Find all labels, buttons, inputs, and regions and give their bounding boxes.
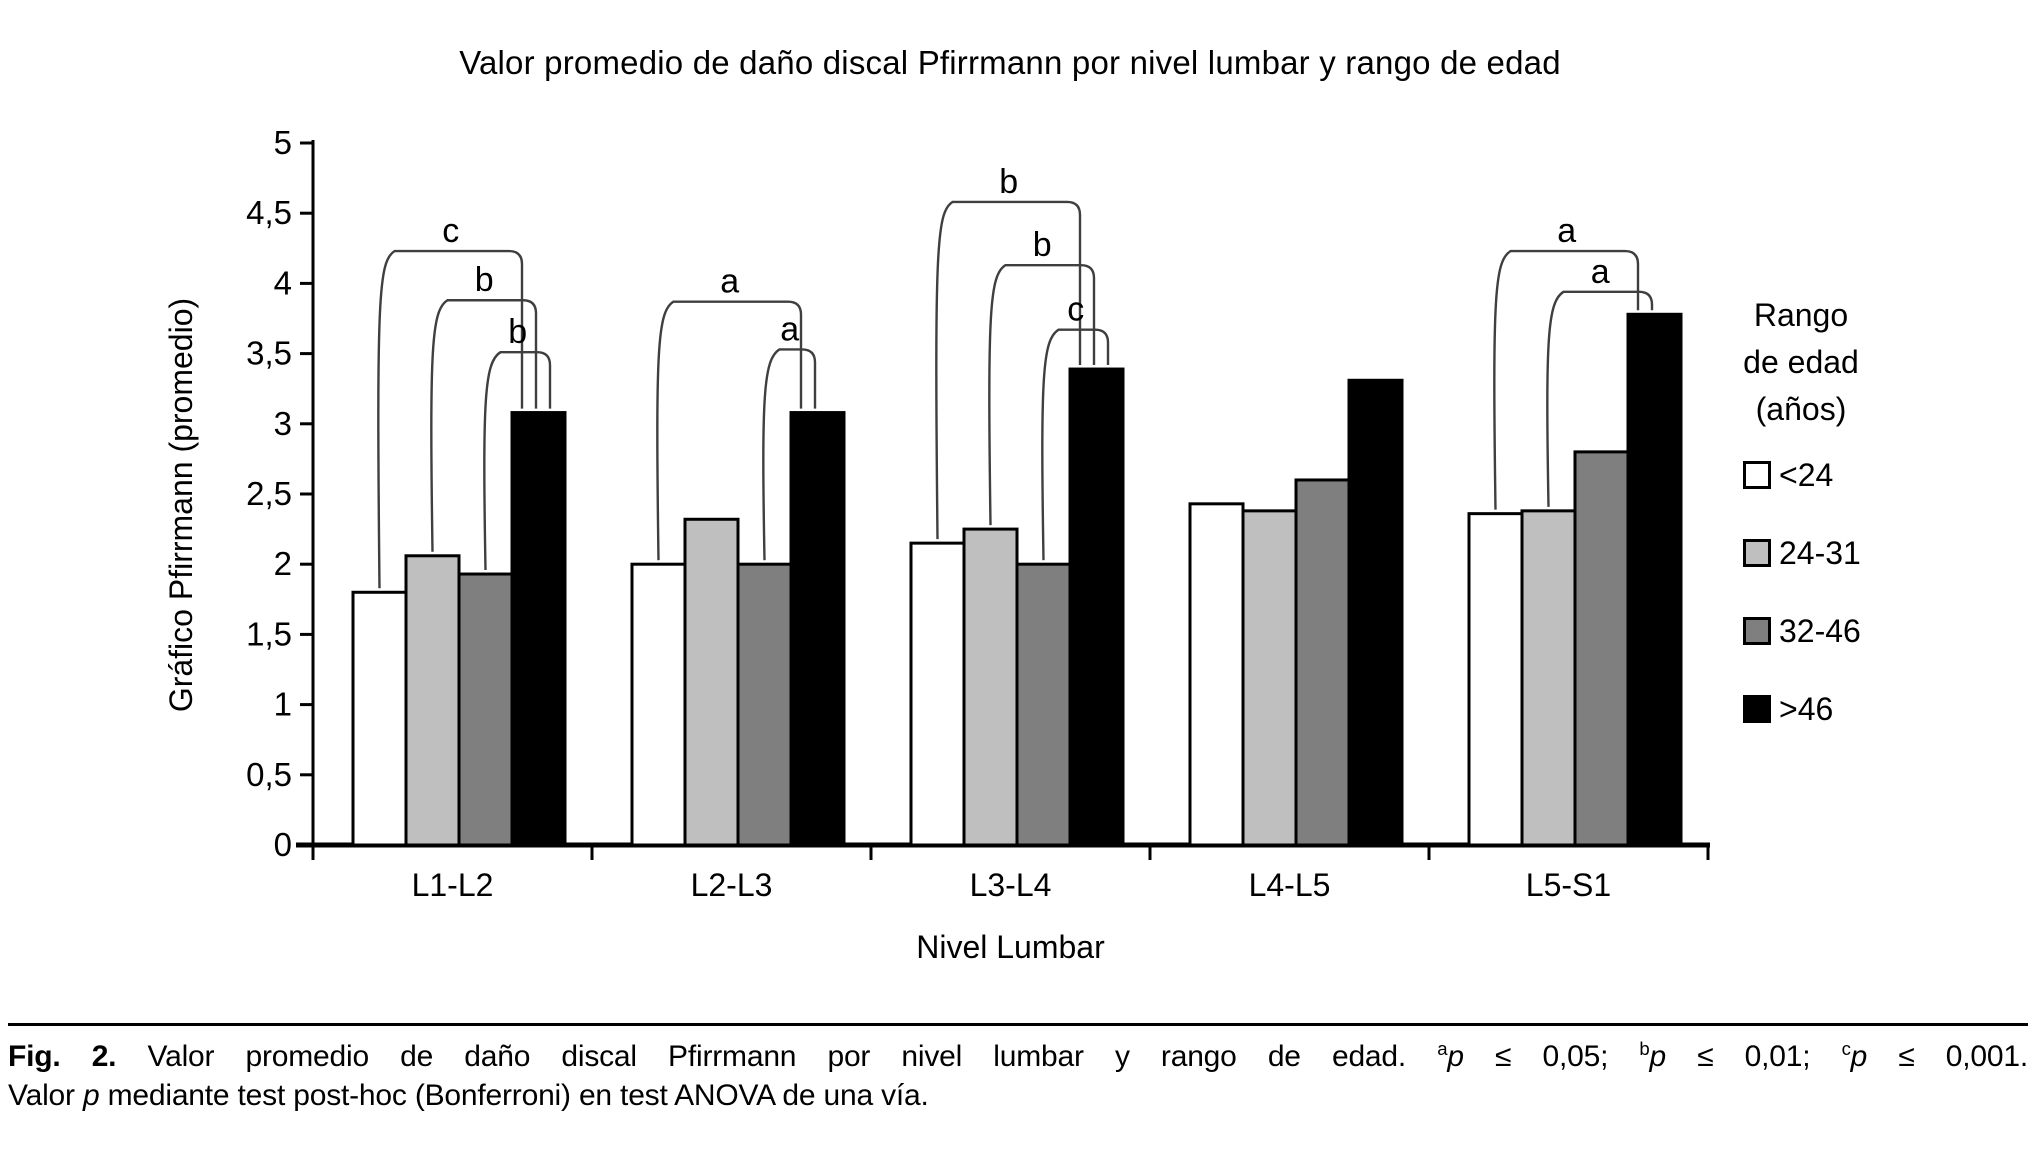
x-category-label-L4-L5: L4-L5 [1249, 867, 1331, 903]
legend-swatch-32-46 [1743, 617, 1771, 645]
caption-fig-label: Fig. 2. [8, 1040, 117, 1073]
bar-L1-L2-<24 [351, 590, 408, 847]
x-category-label-L1-L2: L1-L2 [412, 867, 494, 903]
bar-L3-L4-24-31 [962, 527, 1019, 847]
bracket-label-L3-L4-c: c [1067, 291, 1084, 329]
y-axis-title: Gráfico Pfirrmann (promedio) [163, 298, 199, 712]
y-tick-label-5: 2,5 [246, 475, 292, 512]
bracket-L5-S1-0 [1493, 249, 1640, 510]
chart-title: Valor promedio de daño discal Pfirrmann … [459, 44, 1561, 81]
bracket-label-L1-L2-b: b [508, 313, 527, 351]
caption-sig-c-p: p [1850, 1040, 1868, 1073]
bracket-L1-L2-1 [430, 299, 538, 552]
legend-entries: <24 24-31 32-46 >46 [1743, 436, 1976, 748]
figure-caption: Fig. 2. Valor promedio de daño discal Pf… [8, 1023, 2028, 1115]
y-tick-label-7: 3,5 [246, 335, 292, 372]
bar-L3-L4->46 [1068, 367, 1125, 847]
caption-line2-post: mediante test post-hoc (Bonferroni) en t… [99, 1079, 929, 1112]
caption-line-1: Fig. 2. Valor promedio de daño discal Pf… [8, 1037, 2028, 1076]
bracket-label-L1-L2-b: b [475, 261, 494, 299]
legend-title-line-1: Rango [1753, 297, 1849, 333]
caption-body: Valor promedio de daño discal Pfirrmann … [116, 1040, 1438, 1073]
y-tick-label-3: 1,5 [246, 615, 292, 652]
bracket-L3-L4-0 [935, 200, 1082, 540]
bracket-L1-L2-0 [377, 249, 524, 589]
legend-label->46: >46 [1779, 690, 1834, 727]
caption-sig-c-val: ≤ 0,001. [1867, 1040, 2028, 1073]
y-tick-label-9: 4,5 [246, 194, 292, 231]
y-tick-label-4: 2 [274, 545, 292, 582]
bar-L1-L2->46 [510, 411, 567, 847]
caption-sig-b-val: ≤ 0,01; [1666, 1040, 1842, 1073]
bracket-label-L5-S1-a: a [1557, 212, 1576, 250]
bar-L3-L4-<24 [909, 541, 966, 847]
bracket-L1-L2-2 [483, 350, 552, 571]
bar-L2-L3-24-31 [683, 517, 740, 847]
legend-title-line-3: (años) [1755, 391, 1847, 427]
y-tick-label-6: 3 [274, 405, 292, 442]
caption-line-2: Valor p mediante test post-hoc (Bonferro… [8, 1076, 2028, 1115]
legend-entry->46: >46 [1743, 670, 1976, 748]
legend-title-line-2: de edad [1743, 344, 1859, 380]
legend-swatch->46 [1743, 695, 1771, 723]
chart-legend: Rango de edad (años) <24 24-31 32-46 >46 [1726, 292, 1976, 748]
legend-entry-24-31: 24-31 [1743, 514, 1976, 592]
bar-L2-L3-32-46 [736, 562, 793, 847]
y-tick-label-2: 1 [274, 686, 292, 723]
bracket-label-L5-S1-a: a [1591, 253, 1610, 291]
x-category-label-L5-S1: L5-S1 [1526, 867, 1611, 903]
x-category-label-L3-L4: L3-L4 [970, 867, 1052, 903]
legend-title: Rango de edad (años) [1726, 292, 1876, 433]
legend-entry-32-46: 32-46 [1743, 592, 1976, 670]
caption-sig-b-sup: b [1639, 1038, 1650, 1059]
x-category-label-L2-L3: L2-L3 [691, 867, 773, 903]
y-tick-label-1: 0,5 [246, 756, 292, 793]
caption-sig-a-p: p [1447, 1040, 1464, 1073]
bar-L5-S1->46 [1626, 312, 1683, 847]
pfirrmann-bar-chart: 0 0,5 1 1,5 2 2,5 3 3,5 4 4,5 5 L1-L2 L2-L3 L3-L4 L4-L… [163, 124, 1710, 965]
bracket-label-L3-L4-b: b [999, 163, 1018, 201]
bar-L4-L5-24-31 [1241, 509, 1298, 847]
bracket-L2-L3-1 [762, 348, 817, 561]
legend-label-<24: <24 [1779, 456, 1834, 493]
bracket-label-L3-L4-b: b [1033, 226, 1052, 264]
bracket-label-L2-L3-a: a [720, 263, 739, 301]
legend-label-32-46: 32-46 [1779, 612, 1861, 649]
bar-L5-S1-<24 [1467, 512, 1524, 847]
caption-sig-c-sup: c [1841, 1038, 1851, 1059]
bar-L2-L3->46 [789, 411, 846, 847]
caption-line2-pre: Valor [8, 1079, 83, 1112]
bracket-label-L1-L2-c: c [442, 212, 459, 250]
y-tick-label-0: 0 [274, 826, 292, 863]
y-tick-label-8: 4 [274, 264, 292, 301]
caption-sig-a-val: ≤ 0,05; [1463, 1040, 1640, 1073]
legend-swatch-24-31 [1743, 539, 1771, 567]
bar-L1-L2-32-46 [457, 572, 514, 847]
bracket-L3-L4-2 [1041, 328, 1110, 561]
bracket-L2-L3-0 [656, 300, 803, 561]
caption-line2-p: p [82, 1079, 100, 1112]
bracket-label-L2-L3-a: a [780, 310, 799, 348]
bracket-L5-S1-1 [1546, 290, 1654, 507]
bar-L4-L5->46 [1347, 378, 1404, 847]
bar-L5-S1-24-31 [1520, 509, 1577, 847]
bar-L3-L4-32-46 [1015, 562, 1072, 847]
bar-L4-L5-32-46 [1294, 478, 1351, 847]
bar-L1-L2-24-31 [404, 554, 461, 847]
bar-L5-S1-32-46 [1573, 450, 1630, 847]
legend-label-24-31: 24-31 [1779, 534, 1861, 571]
bracket-L3-L4-1 [988, 263, 1096, 526]
caption-sig-a-sup: a [1437, 1038, 1448, 1059]
legend-swatch-<24 [1743, 461, 1771, 489]
legend-entry-<24: <24 [1743, 436, 1976, 514]
caption-sig-b-p: p [1649, 1040, 1667, 1073]
bar-L2-L3-<24 [630, 562, 687, 847]
y-tick-label-10: 5 [274, 124, 292, 161]
x-axis-title: Nivel Lumbar [916, 929, 1105, 965]
bar-L4-L5-<24 [1188, 502, 1245, 847]
